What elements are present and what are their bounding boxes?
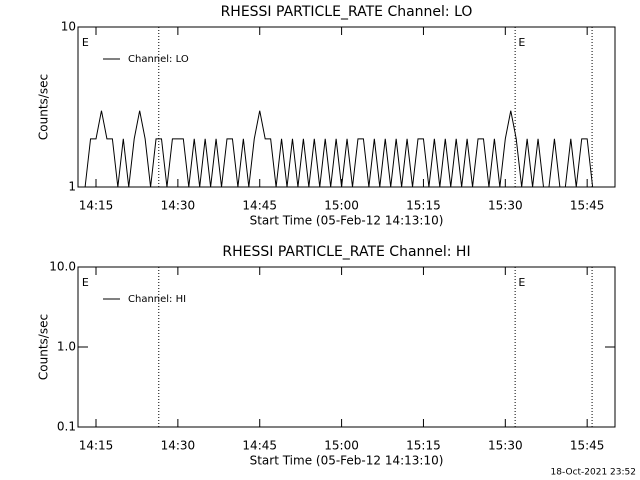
- plot-frame: [77, 26, 616, 188]
- x-tick-label: 15:15: [406, 199, 441, 213]
- data-line: [84, 110, 594, 188]
- x-tick-label: 15:00: [324, 439, 359, 453]
- y-tick-label: 1: [68, 180, 76, 194]
- x-axis-label: Start Time (05-Feb-12 14:13:10): [250, 214, 444, 228]
- x-tick-label: 15:30: [488, 439, 523, 453]
- y-axis-label: Counts/sec: [37, 74, 51, 140]
- x-tick-label: 15:45: [570, 199, 605, 213]
- x-tick-label: 15:45: [570, 439, 605, 453]
- x-axis-label: Start Time (05-Feb-12 14:13:10): [250, 454, 444, 468]
- annotation: E: [518, 36, 525, 49]
- x-tick-label: 14:45: [242, 199, 277, 213]
- x-tick-label: 15:00: [324, 199, 359, 213]
- chart-title: RHESSI PARTICLE_RATE Channel: LO: [221, 4, 473, 20]
- legend-label: Channel: LO: [128, 54, 189, 65]
- annotation: E: [82, 36, 89, 49]
- x-tick-label: 14:30: [161, 439, 196, 453]
- y-tick-label: 10: [61, 20, 76, 34]
- annotation: E: [518, 276, 525, 289]
- y-axis-label: Counts/sec: [37, 314, 51, 380]
- legend-label: Channel: HI: [128, 294, 186, 305]
- y-tick-label: 10.0: [49, 260, 76, 274]
- y-tick-label: 1.0: [57, 340, 76, 354]
- x-tick-label: 14:15: [79, 199, 114, 213]
- x-tick-label: 14:30: [161, 199, 196, 213]
- footer: 18-Oct-2021 23:52: [551, 468, 636, 478]
- annotation: E: [82, 276, 89, 289]
- x-tick-label: 14:45: [242, 439, 277, 453]
- x-tick-label: 14:15: [79, 439, 114, 453]
- y-tick-label: 0.1: [57, 420, 76, 434]
- chart-title: RHESSI PARTICLE_RATE Channel: HI: [222, 244, 470, 260]
- x-tick-label: 15:30: [488, 199, 523, 213]
- x-tick-label: 15:15: [406, 439, 441, 453]
